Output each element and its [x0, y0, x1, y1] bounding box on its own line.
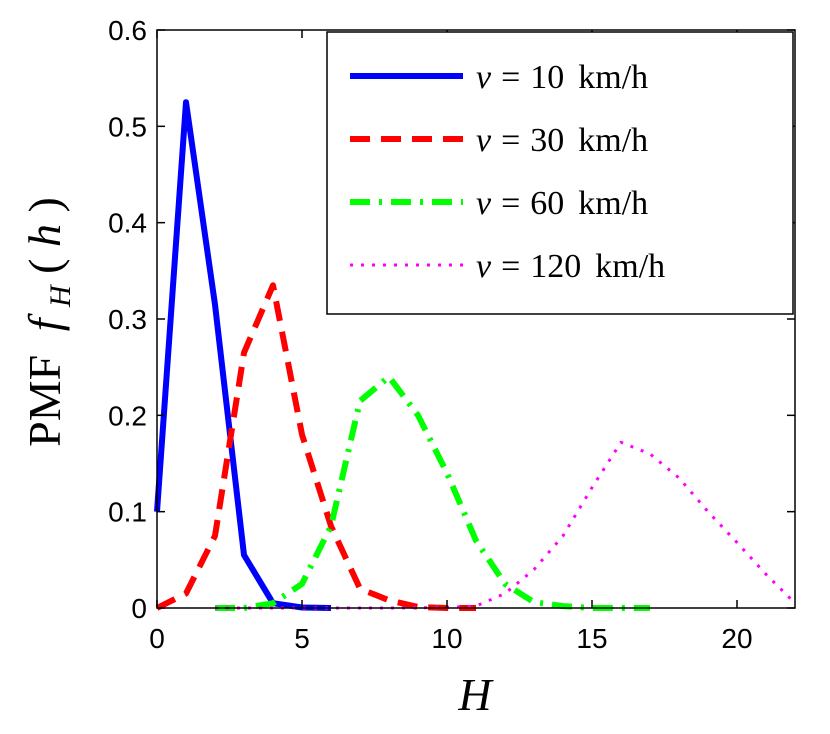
y-tick-label: 0.4	[108, 208, 147, 239]
y-axis-label: PMF f H ( h )	[19, 197, 80, 447]
x-tick-label: 10	[431, 623, 462, 654]
legend-label-3: v = 60 km/h	[476, 185, 648, 222]
axes-layer: 0 5 10 15 20 0 0.1 0.2 0.3 0.4 0.5 0.6	[108, 15, 796, 654]
y-tick-label: 0.6	[108, 15, 147, 46]
x-axis-label: H	[457, 669, 494, 720]
y-axis-label-close-paren: )	[19, 197, 70, 212]
y-axis-label-sub: H	[44, 283, 77, 308]
legend: v = 10 km/h v = 30 km/h v = 60 km/h v = 120 km/h	[326, 31, 794, 315]
y-axis-label-prefix: PMF	[19, 355, 70, 447]
legend-label-4: v = 120 km/h	[476, 248, 665, 285]
legend-label-1: v = 10 km/h	[476, 59, 648, 96]
x-tick-label: 0	[149, 623, 165, 654]
y-tick-label: 0.3	[108, 304, 147, 335]
x-tick-label: 15	[576, 623, 607, 654]
y-axis-label-open-paren: (	[19, 258, 70, 273]
y-axis-label-arg: h	[19, 224, 70, 247]
x-tick-label: 5	[294, 623, 310, 654]
y-tick-label: 0.5	[108, 111, 147, 142]
legend-label-2: v = 30 km/h	[476, 122, 648, 159]
y-tick-label: 0	[131, 593, 147, 624]
y-axis-label-func: f	[19, 312, 70, 331]
y-tick-label: 0.1	[108, 497, 147, 528]
x-tick-label: 20	[721, 623, 752, 654]
y-tick-label: 0.2	[108, 400, 147, 431]
